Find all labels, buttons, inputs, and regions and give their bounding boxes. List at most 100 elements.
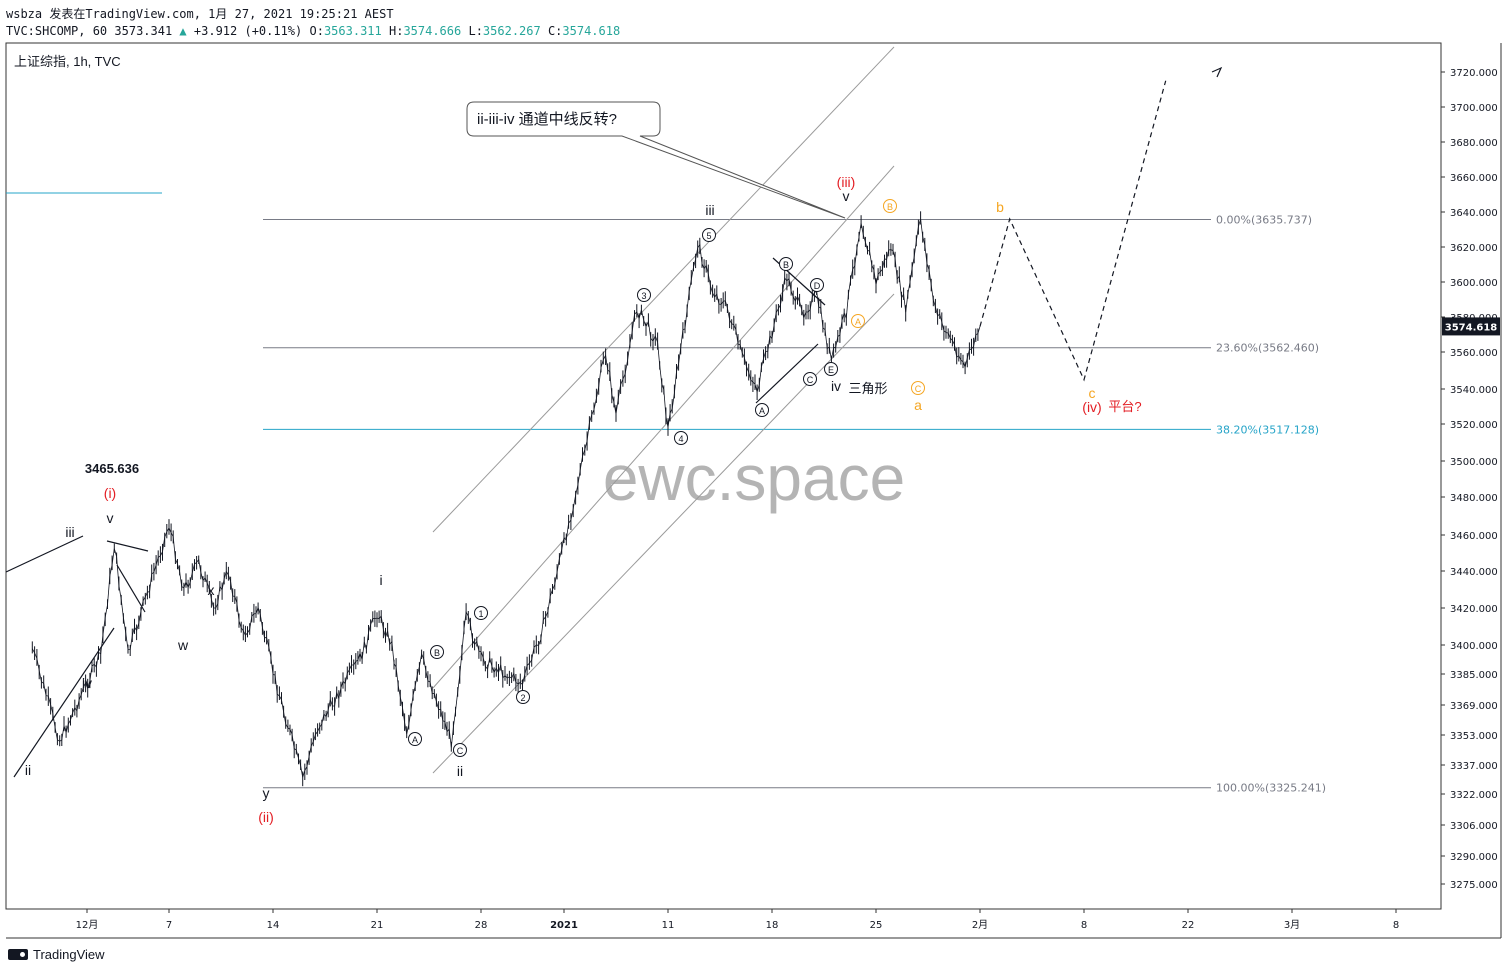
wave-label: 3465.636 (85, 461, 139, 476)
wave-label: v (843, 188, 850, 204)
wave-label-circle (824, 362, 838, 376)
wave-label: ii (25, 762, 31, 778)
trendline (5, 535, 84, 573)
close-value: 3574.618 (562, 24, 621, 38)
wave-label: b (996, 199, 1004, 215)
y-tick-label: 3306.000 (1450, 821, 1498, 832)
wave-label: v (107, 510, 114, 526)
x-tick-label: 12月 (76, 919, 99, 931)
low-value: 3562.267 (482, 24, 541, 38)
wave-label: c (1089, 385, 1096, 401)
trendline (116, 564, 146, 613)
y-tick-label: 3660.000 (1450, 173, 1498, 184)
wave-label-circle (883, 199, 897, 213)
callout: ii-iii-iv 通道中线反转? (466, 101, 846, 219)
wave-label: A (759, 406, 765, 416)
x-tick-label: 21 (371, 920, 384, 931)
wave-label-circle (803, 372, 817, 386)
wave-label: a (914, 397, 922, 413)
y-tick-label: 3290.000 (1450, 852, 1498, 863)
fib-level-label: 100.00%(3325.241) (1216, 782, 1326, 795)
y-tick-label: 3353.000 (1450, 731, 1498, 742)
last-price: 3573.341 (114, 24, 173, 38)
wave-label-circle (755, 403, 769, 417)
wave-label: 3 (641, 291, 646, 301)
wave-label: A (855, 317, 861, 327)
wave-label: (iv) (1082, 399, 1101, 415)
wave-label: A (412, 735, 418, 745)
y-tick-label: 3720.000 (1450, 68, 1498, 79)
y-tick-label: 3322.000 (1450, 790, 1498, 801)
wave-label: w (177, 637, 189, 653)
wave-label: 5 (706, 231, 711, 241)
wave-label-circle (453, 743, 467, 757)
wave-label-circle (674, 431, 688, 445)
y-tick-label: 3369.000 (1450, 701, 1498, 712)
y-tick-label: 3600.000 (1450, 278, 1498, 289)
x-tick-label: 22 (1182, 920, 1195, 931)
y-tick-label: 3700.000 (1450, 103, 1498, 114)
wave-label: y (263, 785, 270, 801)
x-tick-label: 3月 (1284, 919, 1300, 931)
change-value: +3.912 (+0.11%) (193, 24, 303, 38)
y-tick-label: 3520.000 (1450, 420, 1498, 431)
price-series-line (31, 218, 981, 778)
wave-label: C (915, 384, 922, 394)
tradingview-logo-icon (8, 949, 28, 960)
wave-label: B (783, 260, 789, 270)
wave-label-circle (911, 381, 925, 395)
wave-label: (ii) (258, 809, 274, 825)
y-tick-label: 3640.000 (1450, 208, 1498, 219)
x-tick-label: 8 (1081, 920, 1087, 931)
fib-level-label: 0.00%(3635.737) (1216, 213, 1312, 226)
wave-label-circle (516, 690, 530, 704)
wave-label-circle (408, 732, 422, 746)
fib-level-label: 23.60%(3562.460) (1216, 342, 1319, 355)
y-tick-label: 3275.000 (1450, 880, 1498, 891)
callout-text: ii-iii-iv 通道中线反转? (477, 111, 617, 128)
wave-label: x (208, 582, 215, 598)
trendline (755, 343, 819, 404)
trendline (106, 540, 149, 552)
y-tick-label: 3480.000 (1450, 493, 1498, 504)
wave-label: C (457, 746, 464, 756)
symbol-label: TVC:SHCOMP, 60 (6, 24, 108, 38)
channel-line (432, 165, 895, 689)
wave-label-circle (779, 257, 793, 271)
tradingview-branding[interactable]: TradingView (8, 947, 105, 962)
x-tick-label: 18 (766, 920, 779, 931)
last-price-tag-text: 3574.618 (1445, 322, 1498, 333)
y-tick-label: 3680.000 (1450, 138, 1498, 149)
wave-label: 4 (678, 434, 683, 444)
wave-label: 1 (478, 609, 483, 619)
wave-label: 平台? (1108, 399, 1141, 414)
wave-label: iv (82, 675, 92, 691)
channel-line (432, 293, 895, 774)
projection-path (979, 80, 1167, 382)
wave-label: C (807, 375, 814, 385)
wave-label: iii (705, 202, 714, 218)
chart-title: 上证综指, 1h, TVC (14, 54, 121, 69)
wave-label: iii (65, 524, 74, 540)
wave-label: (iii) (837, 174, 856, 190)
y-tick-label: 3400.000 (1450, 641, 1498, 652)
channel-line (432, 46, 895, 533)
wave-label: D (814, 281, 821, 291)
trendline (13, 627, 115, 778)
x-tick-label: 28 (475, 920, 488, 931)
y-tick-label: 3560.000 (1450, 348, 1498, 359)
publish-info: wsbza 发表在TradingView.com, 1月 27, 2021 19… (6, 7, 394, 21)
x-tick-label: 14 (267, 920, 280, 931)
open-value: 3563.311 (323, 24, 382, 38)
x-tick-label: 2021 (550, 920, 578, 931)
last-price-tag (1442, 317, 1500, 336)
watermark: ewc.space (603, 442, 905, 514)
wave-label-circle (430, 645, 444, 659)
chart-layers: 3720.000 3700.000 3680.000 3660.000 3640.000… (5, 46, 1500, 931)
wave-label-circle (810, 278, 824, 292)
wave-label: iv (831, 378, 841, 394)
y-tick-label: 3385.000 (1450, 670, 1498, 681)
x-tick-label: 2月 (972, 919, 988, 931)
wave-label-circle (474, 606, 488, 620)
